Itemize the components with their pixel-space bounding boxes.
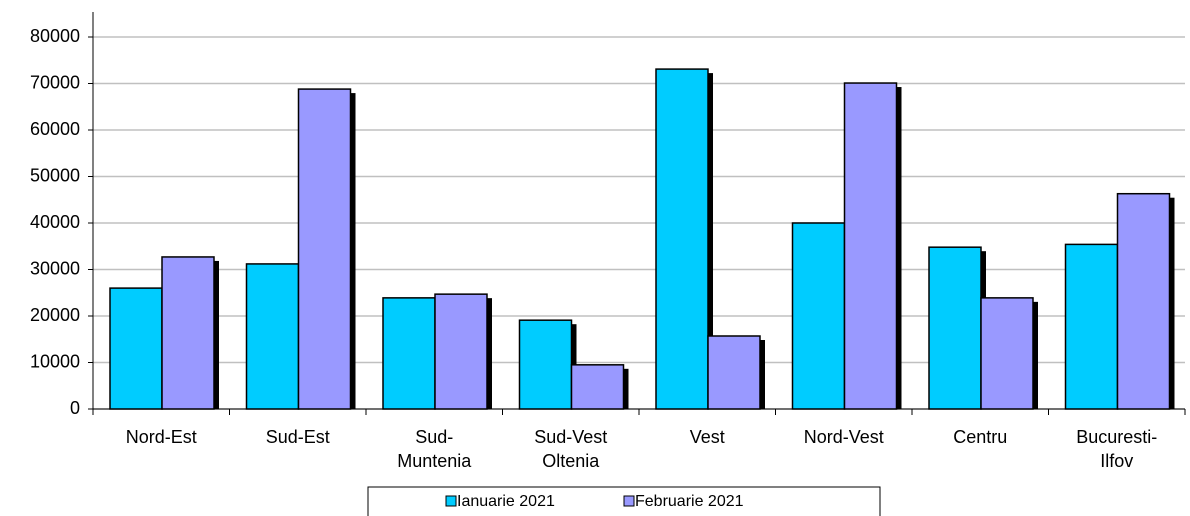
bar [707,335,761,410]
x-tick-label: Sud-Est [266,427,330,447]
y-tick-label: 20000 [30,305,80,325]
bar [109,287,163,410]
bar [980,297,1034,410]
bar [791,222,846,410]
bar [161,256,215,410]
y-tick-label: 0 [70,398,80,418]
y-tick-label: 40000 [30,212,80,232]
x-tick-label: Sud-Muntenia [397,427,472,471]
legend-swatch [623,495,635,507]
x-tick-label: Vest [690,427,725,447]
bar [518,319,573,410]
bar [1116,192,1171,410]
y-tick-label: 70000 [30,72,80,92]
bar [1064,243,1119,410]
bar [434,293,488,410]
x-tick-label: Centru [953,427,1007,447]
bar [843,82,898,410]
legend-swatch [445,495,457,507]
bar [655,68,709,410]
legend-label: Ianuarie 2021 [457,493,555,510]
y-tick-label: 10000 [30,351,80,371]
bar [382,297,436,410]
y-tick-label: 60000 [30,119,80,139]
x-tick-label: Nord-Vest [804,427,884,447]
legend-label: Februarie 2021 [635,493,744,510]
bar [297,88,352,410]
y-tick-label: 50000 [30,165,80,185]
x-tick-label: Nord-Est [126,427,197,447]
bar [570,364,625,410]
bar [245,263,300,410]
y-tick-label: 30000 [30,258,80,278]
y-tick-label: 80000 [30,26,80,46]
x-tick-label: Sud-Vest Oltenia [534,427,607,471]
bar [928,246,982,410]
x-tick-label: Bucuresti-Ilfov [1076,427,1157,471]
